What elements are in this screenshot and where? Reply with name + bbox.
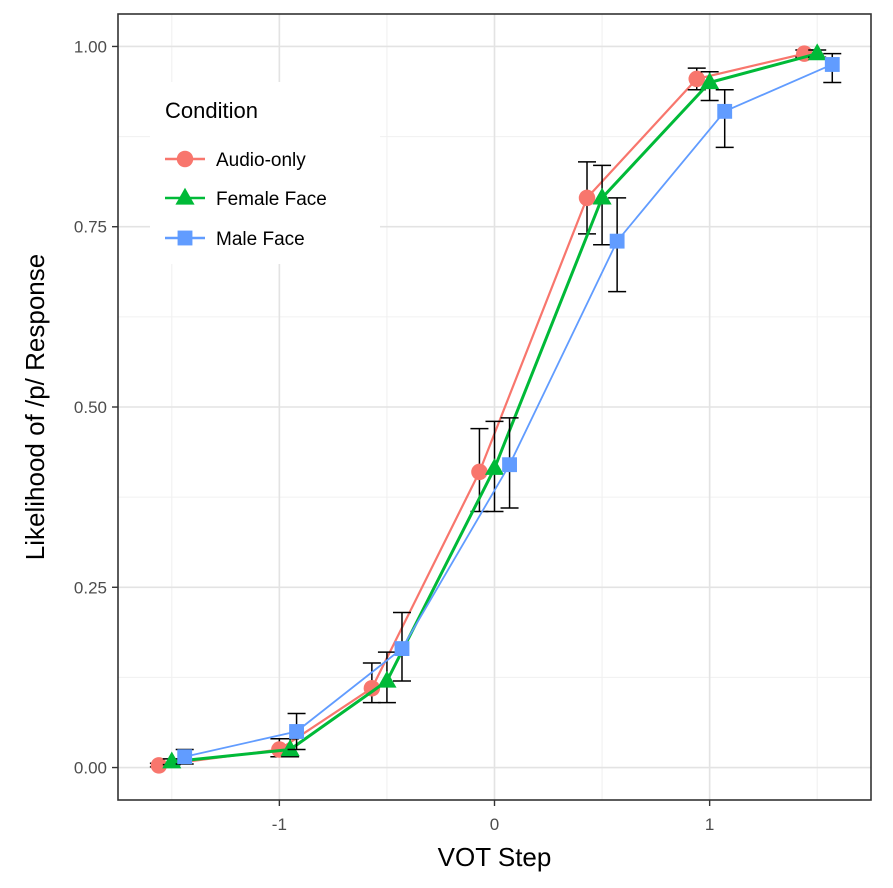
y-tick-label: 0.00 (74, 759, 107, 778)
data-point (688, 70, 705, 88)
legend-label: Male Face (216, 229, 305, 250)
y-axis-title: Likelihood of /p/ Response (20, 254, 50, 560)
data-point (592, 187, 612, 205)
data-point (824, 57, 840, 72)
legend-marker (175, 187, 195, 205)
data-point (289, 724, 304, 739)
legend-item-male-face: Male Face (165, 229, 305, 250)
series-layer (149, 43, 842, 774)
data-point (280, 739, 300, 757)
legend: Condition Audio-only Female Face Male Face (150, 82, 380, 264)
data-point (484, 458, 505, 475)
data-point (807, 43, 827, 61)
legend-label: Audio-only (216, 150, 306, 171)
data-point (363, 679, 381, 697)
data-point (578, 189, 596, 207)
y-tick-label: 1.00 (74, 37, 107, 56)
error-bar (593, 164, 612, 246)
x-tick-label: 0 (490, 815, 499, 834)
legend-marker (176, 150, 194, 168)
data-point (717, 103, 733, 119)
legend-marker (177, 230, 193, 246)
data-point (609, 233, 625, 249)
legend-item-audio-only: Audio-only (165, 150, 306, 171)
data-point (502, 457, 517, 473)
major-gridlines (118, 14, 871, 800)
data-point (700, 72, 720, 90)
data-point (150, 757, 168, 774)
legend-items: Audio-only Female Face Male Face (165, 150, 327, 250)
data-point (377, 670, 397, 688)
series-male-face (175, 52, 842, 765)
y-tick-label: 0.25 (74, 578, 107, 597)
data-point (394, 641, 410, 656)
x-axis-title: VOT Step (438, 842, 552, 872)
x-tick-label: 1 (705, 815, 714, 834)
legend-item-female-face: Female Face (165, 187, 327, 210)
y-tick-label: 0.50 (74, 398, 107, 417)
y-tick-label: 0.75 (74, 218, 107, 237)
x-tick-label: -1 (272, 815, 287, 834)
legend-label: Female Face (216, 189, 327, 210)
axes-layer: -1 0 1 0.00 0.25 0.50 0.75 1.00 (74, 37, 714, 834)
legend-title: Condition (165, 98, 258, 123)
data-point (471, 463, 488, 481)
data-point (177, 749, 193, 765)
